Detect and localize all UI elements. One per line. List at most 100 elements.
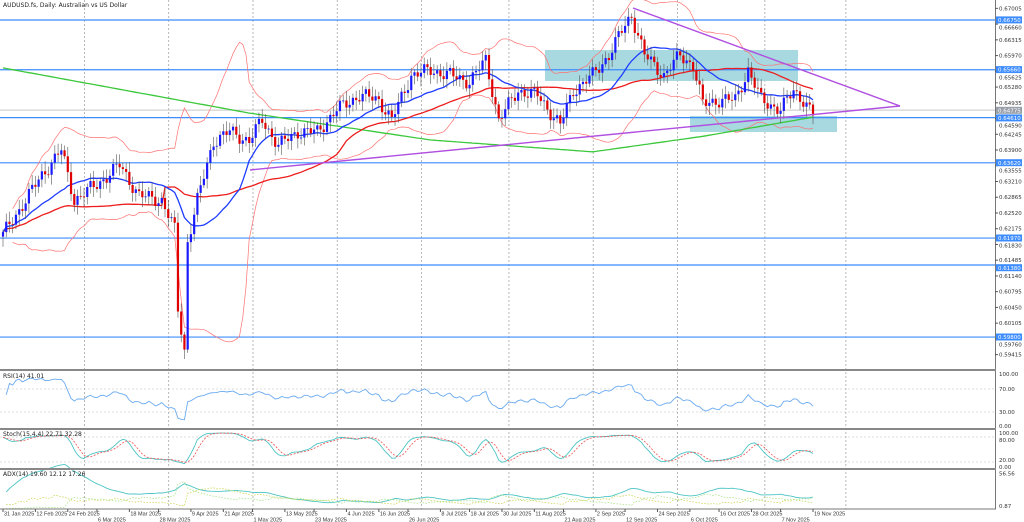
candle — [400, 87, 403, 108]
candle — [468, 75, 471, 99]
candle-body — [267, 128, 270, 130]
candle — [789, 91, 792, 109]
candle — [86, 183, 89, 205]
candle-body — [542, 100, 546, 102]
candle — [387, 105, 390, 125]
trendlines[interactable] — [249, 7, 901, 171]
candle-body — [656, 62, 659, 75]
date-tick-label: 13 May 2025 — [286, 512, 318, 518]
candle-body — [555, 115, 559, 119]
candle — [40, 163, 43, 188]
candle — [721, 88, 724, 116]
candle-body — [319, 125, 322, 130]
candle — [393, 104, 397, 126]
candle-body — [487, 55, 491, 80]
candle — [125, 162, 128, 182]
candle — [539, 86, 542, 107]
candle-body — [244, 136, 248, 141]
date-tick-label: 30 Jul 2025 — [503, 512, 531, 518]
candle — [202, 169, 205, 188]
candle — [449, 64, 452, 75]
candle-body — [261, 118, 264, 123]
stoch-label: Stoch(15,4,4) 22.71 32.28 — [3, 431, 82, 438]
ascending-trendline[interactable] — [249, 105, 901, 171]
candle-body — [724, 94, 727, 99]
candle — [500, 110, 504, 128]
candle — [397, 93, 400, 123]
candle-body — [785, 96, 789, 98]
candle-body — [704, 99, 708, 106]
price-tick-label: 0.65280 — [999, 85, 1022, 91]
candle — [487, 48, 491, 87]
candle-body — [47, 174, 50, 176]
candle — [672, 49, 675, 80]
candle-body — [316, 125, 319, 130]
candle-body — [439, 70, 442, 77]
stoch-tick: 20.00 — [999, 458, 1015, 464]
level-price-tag — [996, 264, 1022, 272]
candle — [296, 122, 299, 149]
candle — [627, 8, 630, 34]
candle-body — [322, 129, 325, 133]
candle-body — [303, 128, 306, 138]
candle — [209, 144, 212, 170]
candle-body — [89, 181, 92, 188]
candle-body — [167, 209, 170, 219]
candle-body — [134, 189, 137, 193]
candle-body — [474, 70, 478, 73]
candle — [147, 187, 150, 205]
candle — [779, 102, 782, 124]
price-axis[interactable]: 0.67005 0.66660 0.66315 0.65970 0.65625 0.652… — [995, 6, 1022, 359]
candle — [497, 101, 500, 122]
candle — [734, 84, 737, 107]
candle — [24, 197, 27, 220]
level-price-tag — [996, 66, 1022, 74]
candle-body — [348, 104, 351, 108]
candle-body — [199, 185, 202, 193]
candle — [47, 166, 50, 179]
candle-body — [160, 197, 163, 204]
candle-body — [69, 172, 73, 195]
candle — [312, 121, 316, 144]
plus-di-line — [6, 487, 814, 507]
candle-body — [669, 70, 672, 72]
date-tick-label: 24 Feb 2025 — [69, 512, 100, 518]
date-tick-label: 12 Feb 2025 — [36, 512, 67, 518]
candle-body — [251, 137, 254, 144]
date-tick-label: 9 Apr 2025 — [192, 512, 219, 518]
candle — [679, 48, 682, 61]
candle-body — [312, 129, 316, 134]
chart-title: AUDUSD.fs, Daily: Australian vs US Dolla… — [3, 2, 128, 9]
stoch-tick: 80.00 — [999, 438, 1015, 444]
price-tick-label: 0.66315 — [999, 38, 1022, 44]
candle-body — [374, 96, 377, 101]
candle — [11, 217, 14, 234]
candle — [656, 56, 659, 84]
price-tick-label: 0.63210 — [999, 180, 1022, 186]
adx-label: ADX(14) 19.60 12.12 17.26 — [3, 471, 86, 478]
candle — [69, 162, 73, 202]
candle-body — [653, 56, 656, 63]
candle-body — [568, 95, 572, 104]
candle — [588, 65, 591, 88]
date-tick-label: 1 May 2025 — [253, 518, 282, 522]
horizontal-levels[interactable] — [0, 19, 995, 338]
candle-body — [283, 135, 286, 139]
candle-body — [730, 99, 734, 101]
candle-body — [649, 56, 653, 60]
candle-body — [747, 67, 750, 83]
candle — [598, 61, 601, 81]
date-tick-label: 21 Apr 2025 — [224, 512, 254, 518]
candle — [92, 170, 95, 197]
candle-body — [82, 196, 86, 198]
candle — [225, 121, 228, 143]
candle — [419, 62, 423, 87]
candle-body — [484, 55, 487, 61]
candle — [614, 27, 617, 60]
price-tick-label: 0.63900 — [999, 148, 1022, 154]
candle — [659, 65, 662, 86]
descending-trendline[interactable] — [632, 7, 901, 107]
candle — [769, 94, 772, 116]
